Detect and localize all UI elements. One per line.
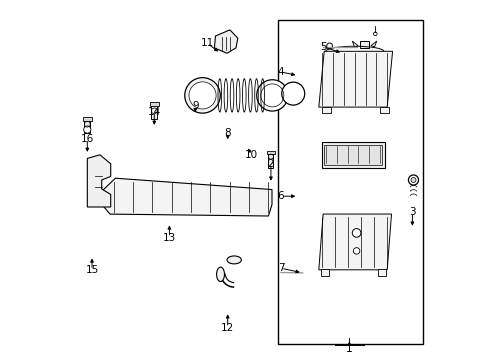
Bar — [269, 153, 273, 168]
Ellipse shape — [227, 256, 242, 264]
Bar — [150, 102, 159, 106]
Bar — [83, 117, 92, 121]
Polygon shape — [96, 178, 272, 216]
Circle shape — [409, 175, 418, 185]
Text: 13: 13 — [163, 233, 176, 243]
Text: 1: 1 — [346, 344, 353, 354]
Circle shape — [352, 229, 361, 237]
Text: 4: 4 — [278, 67, 284, 77]
Text: 1: 1 — [346, 344, 353, 354]
Circle shape — [185, 78, 220, 113]
Ellipse shape — [217, 267, 224, 282]
Polygon shape — [87, 155, 111, 207]
Text: 14: 14 — [147, 107, 161, 117]
Bar — [320, 269, 328, 276]
Text: 15: 15 — [85, 265, 98, 275]
Text: 2: 2 — [268, 159, 274, 169]
Text: 7: 7 — [278, 263, 284, 273]
Text: 8: 8 — [224, 128, 231, 138]
Text: 6: 6 — [278, 191, 284, 201]
Circle shape — [84, 126, 91, 133]
Bar — [380, 107, 389, 112]
Bar — [378, 269, 386, 276]
Bar — [360, 41, 369, 48]
Bar — [322, 107, 331, 112]
Text: 9: 9 — [192, 101, 198, 111]
Polygon shape — [371, 41, 377, 47]
Polygon shape — [319, 51, 392, 107]
Polygon shape — [319, 214, 392, 270]
Bar — [267, 151, 275, 154]
Bar — [151, 105, 157, 119]
Circle shape — [353, 248, 360, 254]
Bar — [278, 20, 423, 344]
Text: 5: 5 — [320, 42, 327, 52]
Circle shape — [189, 82, 216, 109]
Bar — [324, 145, 382, 165]
Bar — [321, 142, 385, 168]
Text: 16: 16 — [81, 134, 94, 144]
Circle shape — [282, 82, 305, 105]
Text: 11: 11 — [200, 38, 214, 48]
Text: 12: 12 — [221, 323, 234, 333]
Bar — [84, 120, 90, 133]
Text: 10: 10 — [245, 150, 258, 160]
Text: 3: 3 — [409, 207, 416, 217]
Polygon shape — [215, 30, 238, 53]
Circle shape — [327, 43, 333, 49]
Circle shape — [373, 32, 377, 36]
Circle shape — [257, 80, 288, 111]
Circle shape — [411, 177, 416, 183]
Polygon shape — [352, 41, 358, 47]
